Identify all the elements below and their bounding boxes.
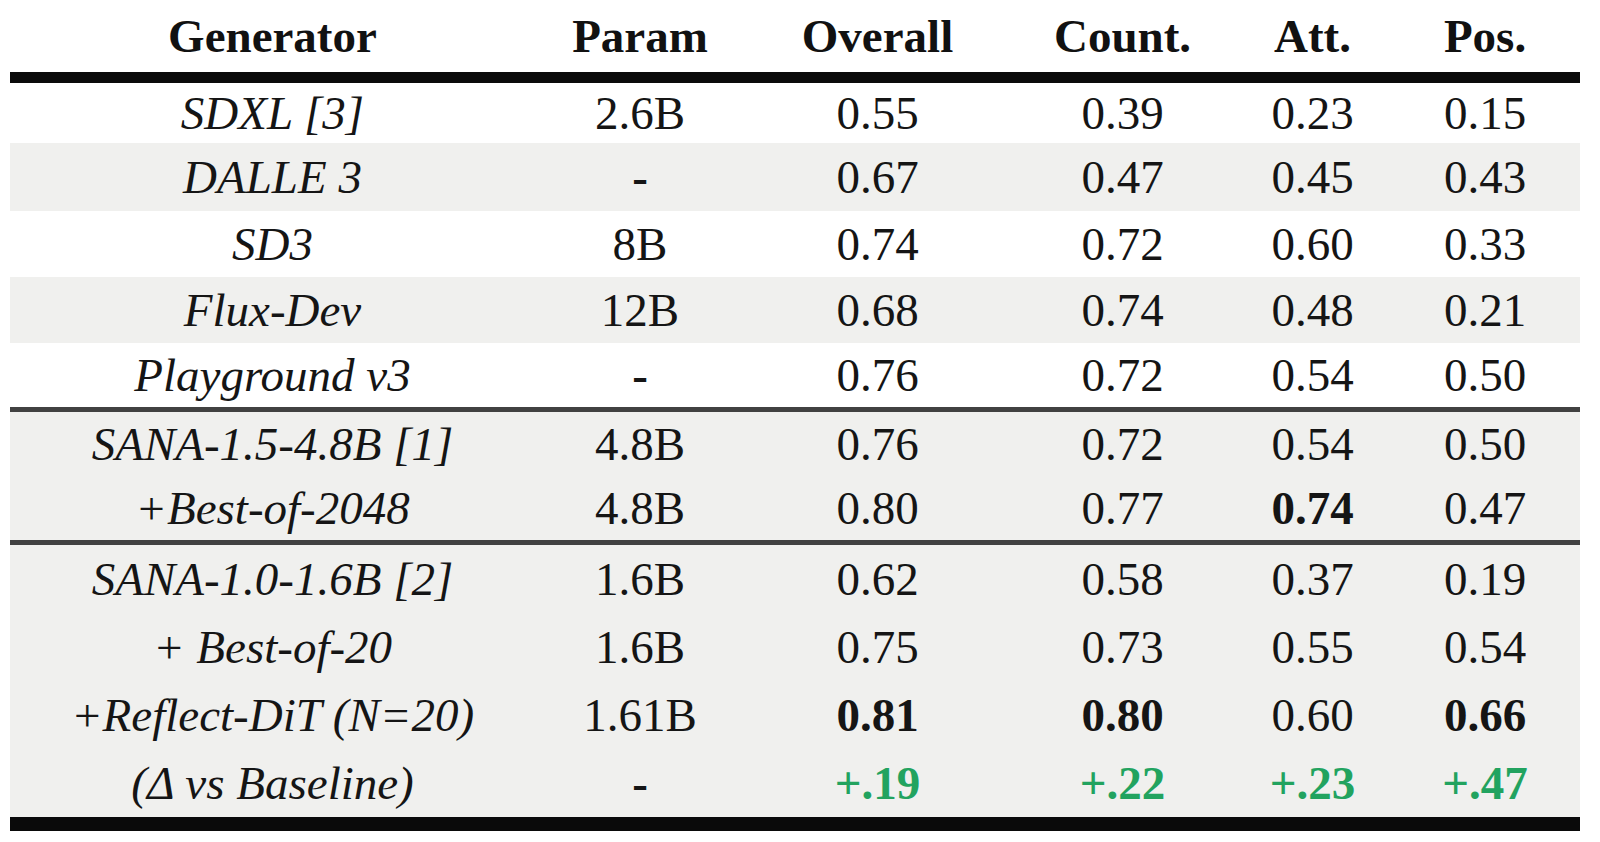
overall-cell: 0.75 (745, 620, 1010, 674)
overall-cell: 0.68 (745, 283, 1010, 337)
pos-cell: 0.33 (1390, 217, 1580, 271)
pos-cell: 0.43 (1390, 150, 1580, 204)
pos-cell: 0.54 (1390, 620, 1580, 674)
table-row-delta-baseline: (Δ vs Baseline) - +.19 +.22 +.23 +.47 (10, 749, 1580, 817)
results-table: Generator Param Overall Count. Att. Pos.… (10, 0, 1580, 831)
generator-cell: +Reflect-DiT (N=20) (10, 688, 535, 742)
overall-cell: 0.67 (745, 150, 1010, 204)
overall-cell: 0.74 (745, 217, 1010, 271)
count-cell: 0.47 (1010, 150, 1235, 204)
generator-cell: SDXL [3] (10, 86, 535, 140)
param-cell: - (535, 756, 745, 810)
generator-cell: +Best-of-2048 (10, 481, 535, 535)
generator-cell: SD3 (10, 217, 535, 271)
param-cell: - (535, 348, 745, 402)
table-row-best-of-2048: +Best-of-2048 4.8B 0.80 0.77 0.74 0.47 (10, 476, 1580, 540)
param-cell: 4.8B (535, 481, 745, 535)
overall-cell: 0.81 (745, 688, 1010, 742)
param-cell: 1.6B (535, 552, 745, 606)
generator-cell: Flux-Dev (10, 283, 535, 337)
overall-cell: 0.62 (745, 552, 1010, 606)
att-cell: 0.55 (1235, 620, 1390, 674)
overall-cell: 0.76 (745, 417, 1010, 471)
count-cell: 0.73 (1010, 620, 1235, 674)
generator-cell: (Δ vs Baseline) (10, 756, 535, 810)
overall-cell: 0.76 (745, 348, 1010, 402)
table-row-reflect-dit: +Reflect-DiT (N=20) 1.61B 0.81 0.80 0.60… (10, 681, 1580, 749)
param-cell: 4.8B (535, 417, 745, 471)
pos-cell: +.47 (1390, 756, 1580, 810)
generator-cell: DALLE 3 (10, 150, 535, 204)
count-cell: 0.72 (1010, 217, 1235, 271)
count-cell: 0.72 (1010, 417, 1235, 471)
generator-cell: SANA-1.0-1.6B [2] (10, 552, 535, 606)
header-generator: Generator (10, 9, 535, 63)
count-cell: 0.74 (1010, 283, 1235, 337)
att-cell: 0.74 (1235, 481, 1390, 535)
param-cell: 1.6B (535, 620, 745, 674)
count-cell: 0.77 (1010, 481, 1235, 535)
table-row-best-of-20: + Best-of-20 1.6B 0.75 0.73 0.55 0.54 (10, 613, 1580, 681)
att-cell: 0.54 (1235, 417, 1390, 471)
att-cell: +.23 (1235, 756, 1390, 810)
param-cell: 2.6B (535, 86, 745, 140)
bottom-rule (10, 817, 1580, 831)
pos-cell: 0.19 (1390, 552, 1580, 606)
table-row-sana-1-5: SANA-1.5-4.8B [1] 4.8B 0.76 0.72 0.54 0.… (10, 412, 1580, 476)
count-cell: 0.80 (1010, 688, 1235, 742)
generator-cell: + Best-of-20 (10, 620, 535, 674)
table-header-row: Generator Param Overall Count. Att. Pos. (10, 0, 1580, 72)
count-cell: 0.72 (1010, 348, 1235, 402)
param-cell: - (535, 150, 745, 204)
header-rule (10, 72, 1580, 83)
table-row-sdxl: SDXL [3] 2.6B 0.55 0.39 0.23 0.15 (10, 83, 1580, 143)
overall-cell: 0.80 (745, 481, 1010, 535)
att-cell: 0.23 (1235, 86, 1390, 140)
header-pos: Pos. (1390, 9, 1580, 63)
overall-cell: 0.55 (745, 86, 1010, 140)
pos-cell: 0.66 (1390, 688, 1580, 742)
generator-cell: Playground v3 (10, 348, 535, 402)
att-cell: 0.37 (1235, 552, 1390, 606)
table-row-sd3: SD3 8B 0.74 0.72 0.60 0.33 (10, 211, 1580, 277)
pos-cell: 0.50 (1390, 348, 1580, 402)
table-row-sana-1-0: SANA-1.0-1.6B [2] 1.6B 0.62 0.58 0.37 0.… (10, 545, 1580, 613)
generator-cell: SANA-1.5-4.8B [1] (10, 417, 535, 471)
pos-cell: 0.47 (1390, 481, 1580, 535)
pos-cell: 0.50 (1390, 417, 1580, 471)
header-overall: Overall (745, 9, 1010, 63)
param-cell: 8B (535, 217, 745, 271)
att-cell: 0.60 (1235, 688, 1390, 742)
header-count: Count. (1010, 9, 1235, 63)
table-row-dalle3: DALLE 3 - 0.67 0.47 0.45 0.43 (10, 143, 1580, 211)
table-row-flux-dev: Flux-Dev 12B 0.68 0.74 0.48 0.21 (10, 277, 1580, 343)
att-cell: 0.60 (1235, 217, 1390, 271)
param-cell: 12B (535, 283, 745, 337)
pos-cell: 0.21 (1390, 283, 1580, 337)
count-cell: 0.39 (1010, 86, 1235, 140)
att-cell: 0.48 (1235, 283, 1390, 337)
pos-cell: 0.15 (1390, 86, 1580, 140)
header-param: Param (535, 9, 745, 63)
att-cell: 0.45 (1235, 150, 1390, 204)
table-row-playground-v3: Playground v3 - 0.76 0.72 0.54 0.50 (10, 343, 1580, 407)
att-cell: 0.54 (1235, 348, 1390, 402)
count-cell: +.22 (1010, 756, 1235, 810)
overall-cell: +.19 (745, 756, 1010, 810)
count-cell: 0.58 (1010, 552, 1235, 606)
param-cell: 1.61B (535, 688, 745, 742)
header-att: Att. (1235, 9, 1390, 63)
